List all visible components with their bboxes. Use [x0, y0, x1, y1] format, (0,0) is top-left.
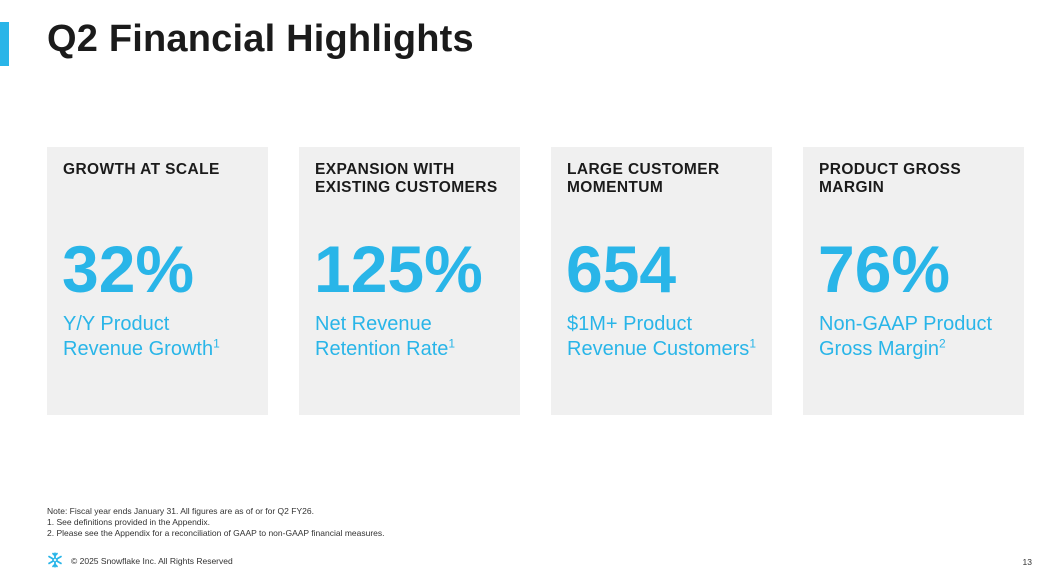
card-expansion-existing-customers: EXPANSION WITH EXISTING CUSTOMERS 125% N… — [299, 147, 520, 415]
card-description: Non-GAAP Product Gross Margin2 — [819, 312, 1020, 362]
card-description: $1M+ Product Revenue Customers1 — [567, 312, 768, 362]
card-metric: 654 — [566, 232, 677, 306]
title-accent-bar — [0, 22, 9, 66]
card-metric: 125% — [314, 232, 483, 306]
card-desc-line2: Revenue Growth — [63, 338, 214, 360]
footnote-marker: 1 — [749, 336, 756, 351]
card-desc-line1: Y/Y Product — [63, 313, 170, 335]
snowflake-icon — [48, 552, 62, 568]
footnote-marker: 1 — [213, 336, 220, 351]
page-number: 13 — [1022, 557, 1032, 567]
card-heading: PRODUCT GROSS MARGIN — [819, 161, 962, 196]
copyright-text: © 2025 Snowflake Inc. All Rights Reserve… — [71, 556, 233, 566]
note-definitions: 1. See definitions provided in the Appen… — [47, 517, 211, 527]
card-product-gross-margin: PRODUCT GROSS MARGIN 76% Non-GAAP Produc… — [803, 147, 1024, 415]
card-heading: EXPANSION WITH EXISTING CUSTOMERS — [315, 161, 498, 196]
card-heading: GROWTH AT SCALE — [63, 161, 220, 178]
card-desc-line2: Revenue Customers — [567, 338, 750, 360]
card-description: Net Revenue Retention Rate1 — [315, 312, 516, 362]
footnote-marker: 1 — [448, 336, 456, 351]
footnotes: Note: Fiscal year ends January 31. All f… — [47, 506, 385, 539]
card-heading: LARGE CUSTOMER MOMENTUM — [567, 161, 720, 196]
card-desc-line2: Retention Rate — [315, 338, 449, 360]
card-desc-line2: Gross Margin — [819, 338, 940, 360]
card-desc-line1: Non-GAAP Product — [819, 313, 993, 335]
card-growth-at-scale: GROWTH AT SCALE 32% Y/Y Product Revenue … — [47, 147, 268, 415]
card-desc-line1: Net Revenue — [315, 313, 432, 335]
card-desc-line1: $1M+ Product — [567, 313, 693, 335]
slide-title: Q2 Financial Highlights — [47, 18, 474, 60]
note-gaap-reconciliation: 2. Please see the Appendix for a reconci… — [47, 528, 385, 538]
card-metric: 32% — [62, 232, 195, 306]
card-large-customer-momentum: LARGE CUSTOMER MOMENTUM 654 $1M+ Product… — [551, 147, 772, 415]
card-description: Y/Y Product Revenue Growth1 — [63, 312, 264, 362]
footnote-marker: 2 — [939, 336, 946, 351]
note-fiscal-year: Note: Fiscal year ends January 31. All f… — [47, 506, 314, 516]
card-metric: 76% — [818, 232, 951, 306]
